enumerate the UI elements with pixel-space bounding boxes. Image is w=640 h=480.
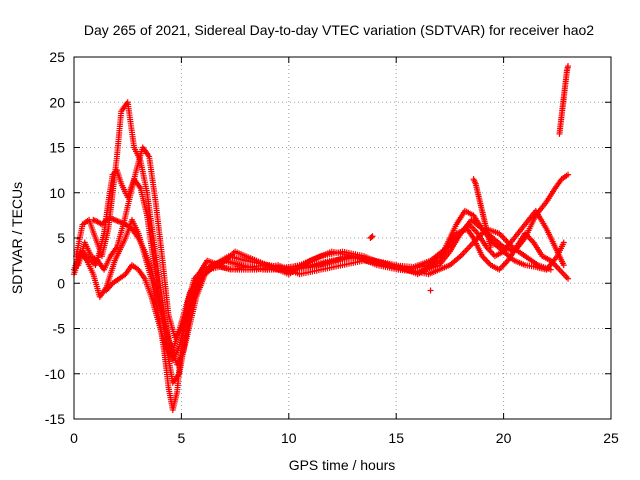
data-point [565,171,572,178]
series-s5 [71,167,567,386]
y-tick-label: 25 [49,49,65,65]
x-axis-label: GPS time / hours [289,457,396,473]
y-tick-label: 0 [57,275,65,291]
y-tick-label: 5 [57,230,65,246]
y-axis-label: SDTVAR / TECUs [9,182,25,294]
data-point [565,275,572,282]
data-point [560,239,567,246]
data-point [368,234,375,241]
x-tick-label: 15 [388,430,404,446]
y-tick-label: -10 [45,366,65,382]
x-tick-label: 10 [281,430,297,446]
data-point [547,266,554,273]
x-tick-label: 0 [70,430,78,446]
data-point [487,244,494,251]
data-point [369,233,376,240]
series-s7 [556,63,572,137]
data-point [565,63,572,70]
data-point [427,287,434,294]
y-tick-label: 20 [49,94,65,110]
y-tick-label: -5 [53,321,66,337]
y-tick-label: 10 [49,185,65,201]
series-s8 [470,176,494,251]
x-tick-label: 20 [496,430,512,446]
data-point [416,269,423,276]
chart-title: Day 265 of 2021, Sidereal Day-to-day VTE… [84,22,594,38]
x-tick-label: 5 [178,430,186,446]
data-series [71,63,572,413]
data-point [560,262,567,269]
x-tick-label: 25 [603,430,619,446]
y-tick-label: 15 [49,140,65,156]
series-s10 [427,287,434,294]
axis-ticks: 0 5 10 15 20 25 -15 -10 -5 0 5 10 15 20 25 [45,49,619,446]
series-s6 [90,215,423,368]
series-s9 [367,233,376,241]
y-tick-label: -15 [45,411,65,427]
